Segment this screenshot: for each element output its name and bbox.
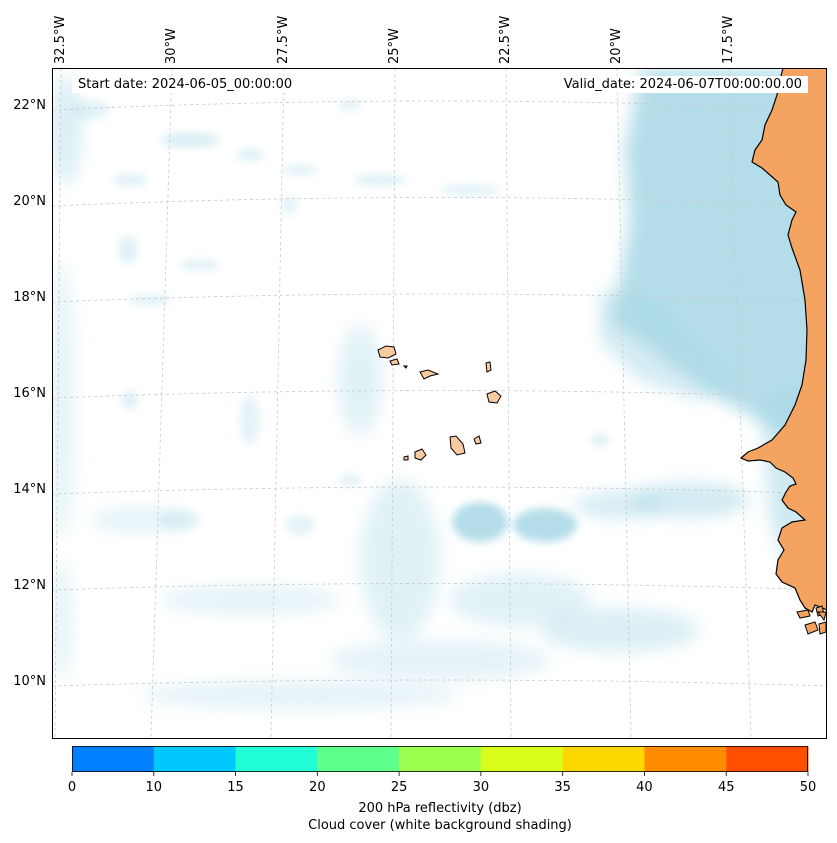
island-sao-nicolau <box>419 369 440 380</box>
colorbar-frame <box>72 746 808 772</box>
lat-label-16n: 16°N <box>13 386 46 401</box>
colorbar-tick-label: 25 <box>390 780 408 795</box>
colorbar <box>71 746 809 776</box>
colorbar-tick-label: 10 <box>145 780 163 795</box>
colorbar-sublabel: Cloud cover (white background shading) <box>308 818 572 833</box>
colorbar-segment <box>72 746 155 772</box>
colorbar-tick-label: 35 <box>554 780 571 795</box>
lat-label-12n: 12°N <box>13 578 46 593</box>
island-santa-luzia <box>402 365 408 369</box>
island-santiago <box>449 435 466 456</box>
island-sal <box>485 361 492 373</box>
lon-label-20w: 20°W <box>609 28 624 64</box>
island-boa-vista <box>486 390 502 404</box>
island-maio <box>473 435 482 445</box>
colorbar-tick-label: 20 <box>309 780 326 795</box>
colorbar-segment <box>399 746 482 772</box>
gridlines <box>52 68 827 738</box>
colorbar-segment <box>644 746 727 772</box>
colorbar-tick-label: 0 <box>67 780 77 795</box>
island-sao-vicente <box>389 358 400 366</box>
start-date-label: Start date: 2024-06-05_00:00:00 <box>72 76 299 93</box>
colorbar-tick-label: 45 <box>717 780 735 795</box>
colorbar-segment <box>317 746 400 772</box>
map-area <box>52 68 827 738</box>
valid-date-label: Valid_date: 2024-06-07T00:00:00.00 <box>557 76 808 93</box>
lon-label-22-5w: 22.5°W <box>498 15 513 64</box>
island-fogo <box>414 448 427 461</box>
africa-coastline <box>739 68 827 613</box>
guinea-bissau-islands <box>796 605 827 635</box>
lon-label-32-5w: 32.5°W <box>53 15 68 64</box>
lon-label-17-5w: 17.5°W <box>721 15 736 64</box>
map-frame <box>52 68 827 739</box>
colorbar-tick-label: 15 <box>227 780 244 795</box>
colorbar-tick-label: 40 <box>636 780 653 795</box>
colorbar-segment <box>480 746 564 772</box>
cape-verde-islands <box>377 345 502 461</box>
island-santo-antao <box>377 345 397 359</box>
lat-label-14n: 14°N <box>13 482 46 497</box>
cloud-cover <box>52 70 827 709</box>
lat-label-22n: 22°N <box>13 98 46 113</box>
colorbar-tick-label: 30 <box>472 780 490 795</box>
colorbar-tick-label: 50 <box>799 780 817 795</box>
lon-label-25w: 25°W <box>387 28 402 64</box>
colorbar-segment <box>235 746 318 772</box>
lon-label-30w: 30°W <box>164 28 179 64</box>
lat-label-20n: 20°N <box>13 194 46 209</box>
lat-label-10n: 10°N <box>13 674 46 689</box>
colorbar-segment <box>153 746 237 772</box>
colorbar-segment <box>726 746 809 772</box>
lat-label-18n: 18°N <box>13 290 46 305</box>
colorbar-label: 200 hPa reflectivity (dbz) <box>358 801 522 816</box>
island-brava <box>403 455 409 461</box>
lon-label-27-5w: 27.5°W <box>276 15 291 64</box>
colorbar-segment <box>562 746 645 772</box>
